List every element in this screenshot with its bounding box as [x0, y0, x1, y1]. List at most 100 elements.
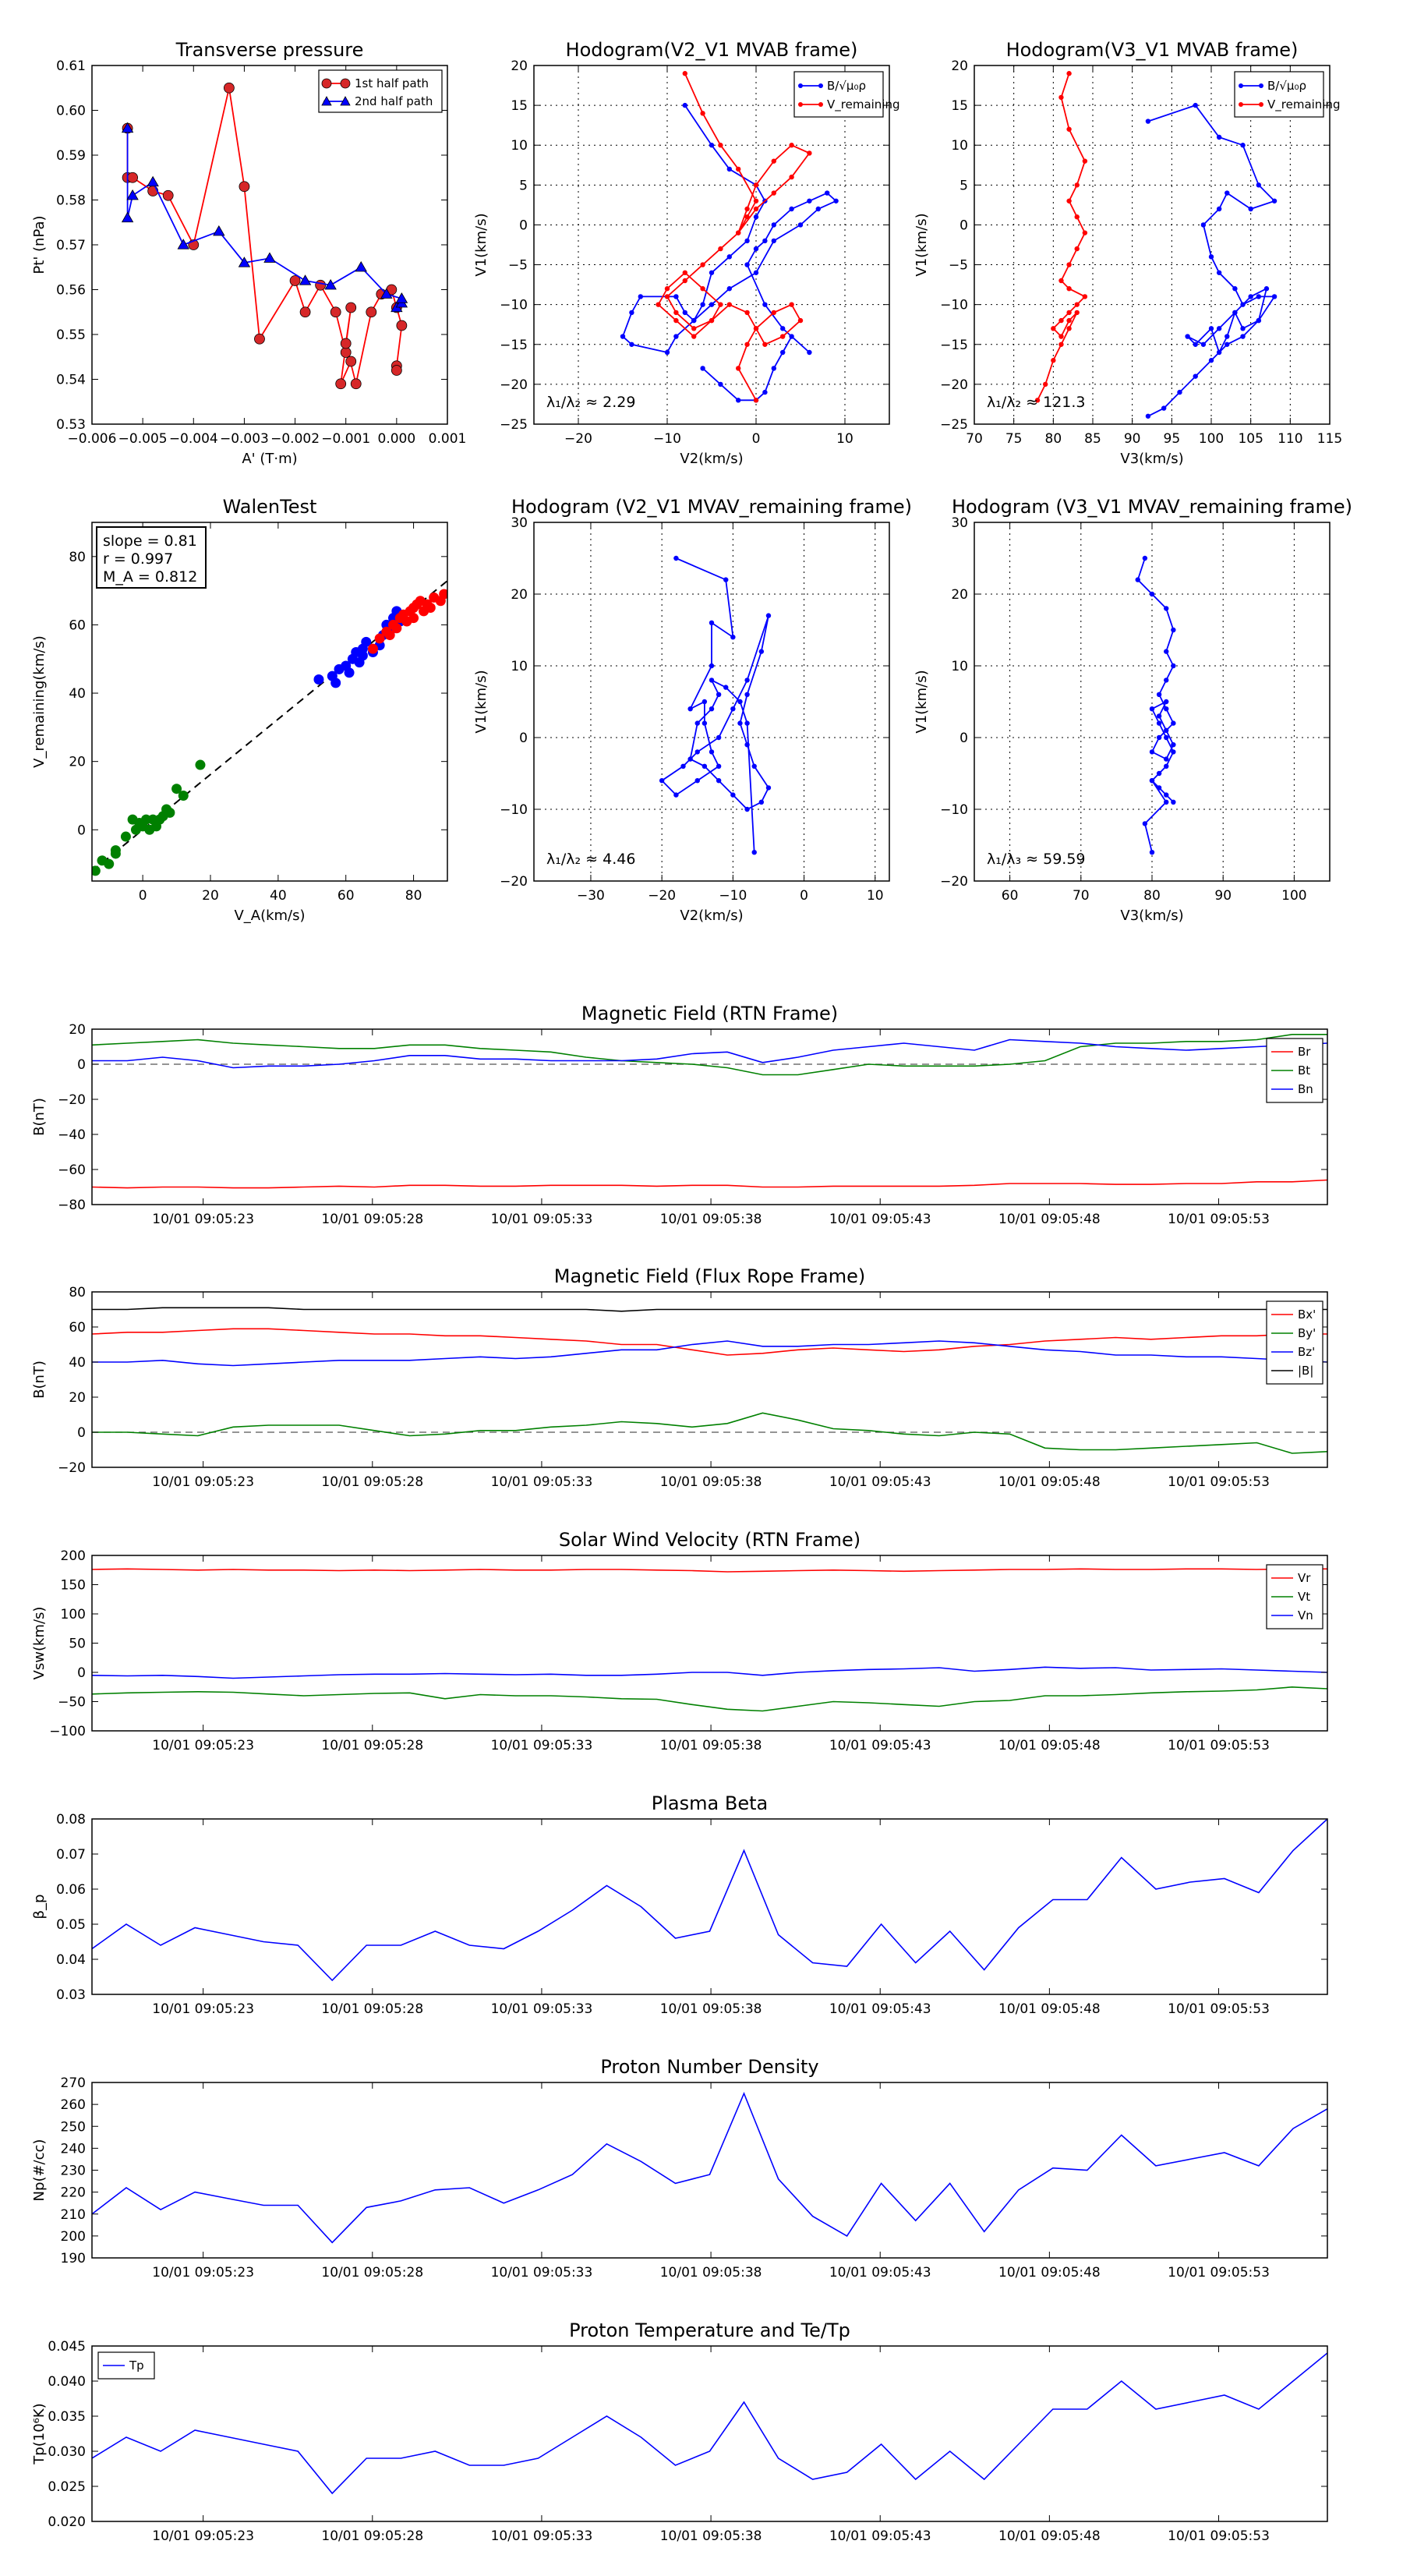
data-point — [736, 366, 740, 370]
data-point — [351, 379, 361, 389]
eigenvalue-ratio: λ₁/λ₂ ≈ 121.3 — [987, 394, 1086, 411]
data-point — [313, 674, 323, 685]
data-point — [807, 350, 811, 355]
data-point — [691, 326, 696, 331]
data-point — [656, 302, 660, 306]
data-point — [730, 706, 735, 711]
data-point — [1240, 302, 1245, 306]
legend-label: By' — [1298, 1326, 1316, 1340]
x-tick-label: 10/01 09:05:38 — [660, 1738, 762, 1753]
data-point — [1240, 143, 1245, 147]
data-point — [300, 275, 311, 285]
x-axis-label: V3(km/s) — [1120, 908, 1183, 924]
x-tick-label: 10/01 09:05:43 — [829, 1212, 931, 1227]
data-point — [754, 271, 758, 275]
plot-frame — [534, 522, 889, 881]
data-point — [1171, 720, 1175, 725]
chart-hodogram-v2v1-mvab: Hodogram(V2_V1 MVAB frame)−25−20−15−10−5… — [473, 39, 900, 467]
data-point — [718, 143, 723, 147]
y-tick-label: 0.55 — [56, 327, 86, 343]
plot-frame — [92, 1029, 1327, 1205]
chart-title: Magnetic Field (Flux Rope Frame) — [554, 1265, 865, 1287]
chart-hodogram-v2v1-mvav: Hodogram (V2_V1 MVAV_remaining frame)−20… — [473, 496, 912, 924]
y-tick-label: −20 — [58, 1460, 86, 1476]
y-tick-label: −20 — [500, 377, 528, 393]
y-tick-label: 220 — [61, 2185, 86, 2201]
y-tick-label: 20 — [511, 58, 528, 74]
series-group — [90, 589, 449, 876]
chart-title: Transverse pressure — [175, 39, 364, 61]
data-point — [1171, 749, 1175, 754]
data-point — [1083, 294, 1087, 299]
data-point — [665, 350, 670, 355]
x-tick-label: 100 — [1199, 431, 1224, 447]
data-point — [709, 663, 714, 668]
data-point — [683, 71, 687, 76]
x-tick-label: 10/01 09:05:33 — [491, 2528, 593, 2544]
stats-line: r = 0.997 — [103, 550, 173, 568]
chart-b-rtn: Magnetic Field (RTN Frame)−80−60−40−2002… — [31, 1003, 1327, 1227]
data-point — [1066, 286, 1071, 291]
data-point — [695, 720, 700, 725]
y-tick-label: −10 — [940, 298, 968, 313]
data-point — [789, 302, 793, 306]
data-point — [709, 706, 714, 711]
data-point — [1066, 71, 1071, 76]
data-point — [825, 190, 829, 195]
data-point — [673, 310, 678, 315]
x-tick-label: −0.005 — [118, 431, 168, 447]
y-tick-label: 20 — [69, 1022, 86, 1038]
data-point — [700, 286, 705, 291]
data-point — [1177, 390, 1182, 395]
chart-title: Hodogram(V3_V1 MVAB frame) — [1006, 39, 1299, 61]
data-point — [716, 735, 721, 740]
data-point — [1058, 342, 1063, 347]
data-point — [341, 348, 351, 358]
data-point — [683, 310, 687, 315]
data-point — [683, 103, 687, 108]
data-point — [1217, 135, 1221, 140]
data-point — [316, 280, 326, 290]
x-tick-label: 40 — [270, 888, 287, 904]
y-tick-label: 0.025 — [48, 2479, 86, 2495]
legend-label: Bt — [1298, 1063, 1310, 1077]
x-tick-label: 10/01 09:05:53 — [1168, 2001, 1270, 2017]
data-point — [762, 239, 767, 243]
chart-transverse-pressure: Transverse pressure0.530.540.550.560.570… — [31, 39, 466, 467]
x-tick-label: 10/01 09:05:28 — [321, 1738, 423, 1753]
series-group — [1136, 556, 1176, 855]
y-tick-label: 40 — [69, 686, 86, 702]
y-tick-label: −5 — [949, 258, 968, 274]
data-point — [1157, 735, 1161, 740]
series-line-by- — [92, 1413, 1327, 1453]
data-point — [736, 230, 740, 235]
series-group — [92, 1819, 1327, 1980]
data-point — [700, 262, 705, 267]
data-point — [1171, 742, 1175, 747]
x-tick-label: 20 — [202, 888, 219, 904]
y-tick-label: 20 — [951, 587, 968, 603]
x-tick-label: 90 — [1214, 888, 1232, 904]
data-point — [391, 366, 401, 376]
data-point — [195, 760, 205, 770]
y-axis-label: V1(km/s) — [473, 213, 489, 276]
data-point — [366, 307, 376, 317]
x-tick-label: 10 — [836, 431, 853, 447]
data-point — [752, 850, 757, 855]
y-tick-label: 0.59 — [56, 148, 86, 164]
data-point — [1164, 606, 1168, 610]
data-point — [629, 310, 634, 315]
data-point — [1157, 785, 1161, 790]
chart-title: Hodogram (V2_V1 MVAV_remaining frame) — [511, 496, 912, 518]
x-tick-label: 10/01 09:05:43 — [829, 1738, 931, 1753]
y-tick-label: −15 — [500, 338, 528, 353]
data-point — [638, 294, 643, 299]
data-point — [798, 222, 803, 227]
y-tick-label: 0.020 — [48, 2514, 86, 2530]
x-tick-label: 10/01 09:05:28 — [321, 2001, 423, 2017]
y-tick-label: 0.60 — [56, 104, 86, 119]
data-point — [789, 207, 793, 211]
data-point — [772, 239, 776, 243]
plot-frame — [92, 2346, 1327, 2521]
legend-marker — [1239, 83, 1243, 88]
